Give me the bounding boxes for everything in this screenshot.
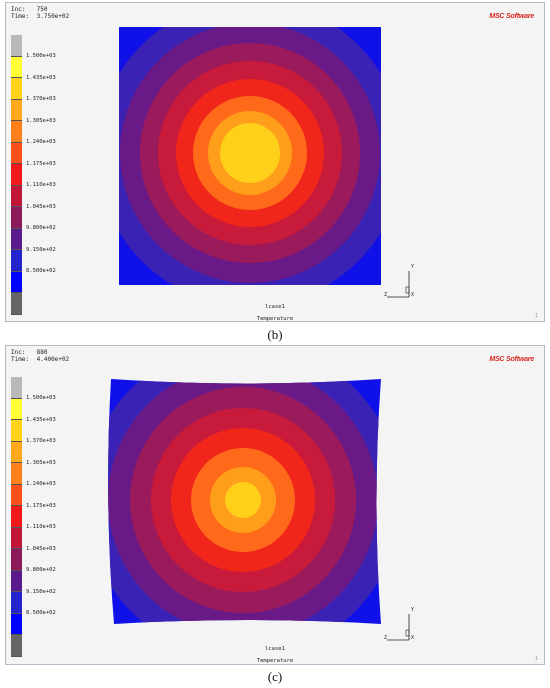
legend-swatch [11,398,22,420]
inc-readout: Inc: 880 [11,349,48,356]
legend-swatch [11,420,22,442]
legend-tick-label: 1.240e+03 [26,481,56,487]
legend-swatch [11,484,22,506]
legend-tick-label: 1.110e+03 [26,182,56,188]
legend-swatch [11,592,22,614]
legend-swatch [11,35,22,57]
legend-tick-label: 1.435e+03 [26,416,56,423]
contour-band [220,123,280,183]
legend-swatch [11,56,22,78]
legend-tick-label: 9.150e+02 [26,246,56,253]
legend-tick-label: 8.500e+02 [26,268,56,274]
temperature-contour-plot [119,27,381,285]
legend-swatch [11,121,22,143]
legend-swatch [11,271,22,293]
axis-z-label: Z [384,635,388,641]
legend-tick-label: 9.150e+02 [26,588,56,595]
legend-tick-label: 1.500e+03 [26,395,56,401]
axis-x-label: X [411,292,415,298]
axis-y-label: Y [411,607,415,613]
legend-swatch [11,142,22,164]
quantity-label: Temperature [256,658,294,664]
legend-swatch [11,185,22,207]
figure-caption-c: (c) [267,669,283,684]
axis-z-label: Z [384,292,388,298]
legend-tick-label: 1.110e+03 [26,524,56,530]
legend-swatch [11,293,22,315]
legend-swatch [11,164,22,186]
legend-swatch [11,250,22,272]
time-readout: Time: 3.750e+02 [11,13,70,20]
legend-tick-label: 1.175e+03 [26,502,56,509]
legend-tick-label: 1.045e+03 [26,203,56,210]
legend-swatch [11,527,22,549]
legend-tick-label: 1.175e+03 [26,160,56,167]
legend-swatch [11,78,22,100]
legend-tick-label: 9.800e+02 [26,567,56,573]
legend-tick-label: 1.045e+03 [26,545,56,552]
legend-tick-label: 1.305e+03 [26,117,56,124]
contour-band [225,482,261,518]
msc-software-logo: MSC Software [489,13,534,20]
legend-tick-label: 1.435e+03 [26,74,56,81]
panel-corner-number: 1 [534,313,538,319]
legend-swatch [11,463,22,485]
load-case-label: lcase1 [265,646,285,652]
axis-x-label: X [411,635,415,641]
axis-triad [387,271,410,298]
axis-triad [387,614,410,641]
color-legend [11,35,22,315]
panel-corner-number: 1 [534,656,538,662]
legend-swatch [11,549,22,571]
temperature-contour-plot [108,379,382,624]
legend-swatch [11,635,22,657]
figure-caption-b: (b) [267,327,283,342]
legend-tick-label: 1.370e+03 [26,96,56,102]
legend-tick-label: 9.800e+02 [26,225,56,231]
quantity-label: Temperature [256,316,294,322]
legend-swatch [11,377,22,399]
legend-swatch [11,570,22,592]
legend-tick-label: 1.240e+03 [26,139,56,145]
legend-swatch [11,613,22,635]
legend-tick-label: 1.305e+03 [26,459,56,466]
load-case-label: lcase1 [265,304,285,310]
legend-swatch [11,228,22,250]
legend-tick-label: 1.370e+03 [26,438,56,444]
legend-swatch [11,99,22,121]
time-readout: Time: 4.400e+02 [11,356,70,363]
legend-swatch [11,207,22,229]
inc-readout: Inc: 750 [11,6,48,13]
msc-software-logo: MSC Software [489,356,534,363]
result-panel-b: Inc: 750 Time: 3.750e+02 MSC Software 1.… [5,2,545,322]
color-legend [11,377,22,657]
legend-tick-label: 1.500e+03 [26,53,56,59]
legend-tick-label: 8.500e+02 [26,610,56,616]
result-panel-c: Inc: 880 Time: 4.400e+02 MSC Software 1.… [5,345,545,665]
legend-swatch [11,506,22,528]
axis-y-label: Y [411,264,415,270]
legend-swatch [11,441,22,463]
